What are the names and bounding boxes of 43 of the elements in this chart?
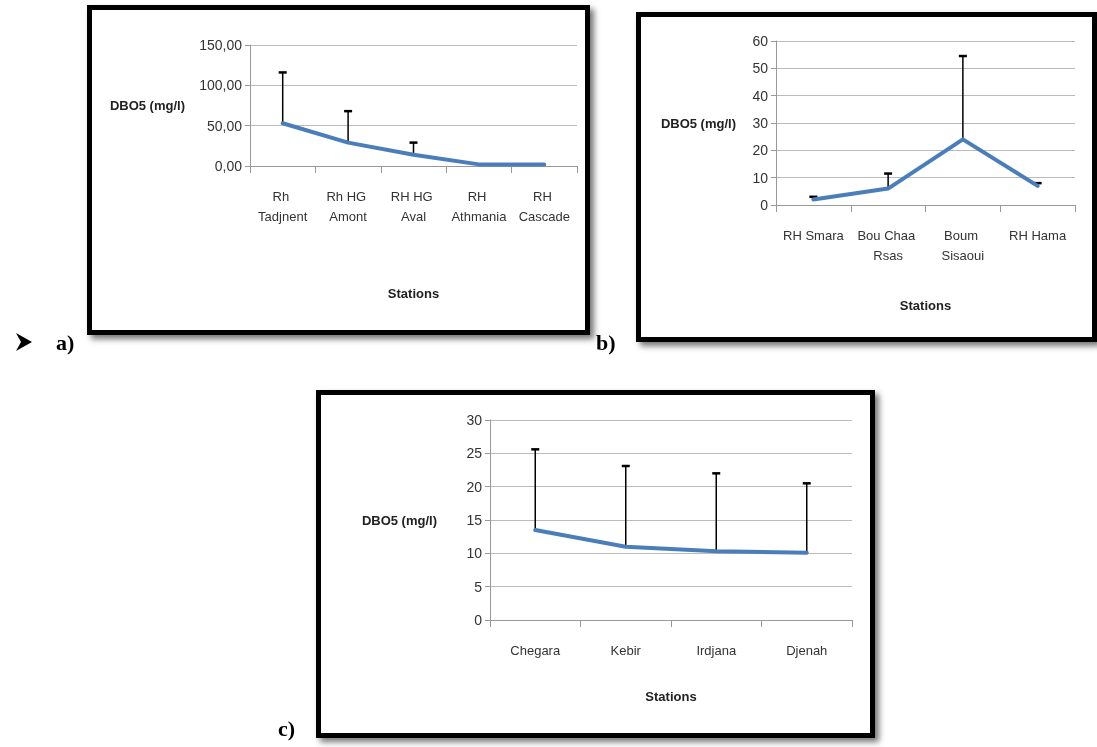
y-tick-label: 5: [474, 578, 483, 595]
y-axis-title: DBO5 (mg/l): [660, 115, 736, 131]
text: c): [278, 716, 296, 742]
x-axis-title: Stations: [645, 689, 697, 704]
y-axis-title: DBO5 (mg/l): [361, 512, 437, 528]
y-tick-label: 10: [466, 545, 483, 562]
y-tick-label: 25: [466, 445, 483, 462]
x-tick-label: Rh HG Amont: [326, 188, 370, 224]
x-tick-label: RH HG Aval: [390, 188, 437, 224]
x-tick-label: RH Smara: [783, 227, 845, 243]
text: b): [596, 330, 616, 356]
y-tick-label: 30: [466, 412, 483, 428]
x-tick-label: Boum Sisaoui: [941, 227, 985, 263]
y-tick-label: 40: [752, 87, 769, 104]
y-tick-label: 30: [752, 115, 769, 131]
y-tick-label: 0,00: [214, 158, 243, 174]
x-tick-label: Chegara: [510, 642, 561, 658]
x-tick-label: RH Hama: [1009, 227, 1067, 243]
y-axis-title: DBO5 (mg/l): [109, 98, 185, 113]
y-tick-label: 100,00: [199, 77, 243, 94]
y-tick-label: 20: [752, 142, 769, 159]
x-tick-label: Bou Chaa Rsas: [857, 227, 919, 263]
x-tick-label: Rh Tadjnent: [258, 188, 308, 224]
line-series: [811, 137, 1040, 202]
x-axis-title: Stations: [899, 298, 952, 313]
y-tick-label: 10: [752, 169, 769, 186]
x-tick-label: RH Cascade: [518, 188, 570, 224]
x-tick-label: Irdjana: [696, 642, 737, 658]
text: a): [56, 330, 75, 356]
x-tick-label: Djenah: [786, 642, 828, 658]
y-tick-label: 50: [752, 60, 769, 77]
x-axis-title: Stations: [387, 286, 440, 301]
x-tick-label: Kebir: [610, 642, 642, 658]
y-tick-label: 0: [760, 197, 769, 213]
line-series: [533, 528, 809, 555]
y-tick-label: 50,00: [206, 117, 243, 134]
x-tick-label: RH Athmania: [451, 188, 508, 224]
y-tick-label: 150,00: [199, 37, 243, 53]
y-tick-label: 60: [752, 33, 769, 49]
y-tick-label: 20: [466, 478, 483, 495]
y-tick-label: 0: [474, 612, 483, 628]
y-tick-label: 15: [466, 512, 483, 528]
line-series: [280, 121, 547, 167]
